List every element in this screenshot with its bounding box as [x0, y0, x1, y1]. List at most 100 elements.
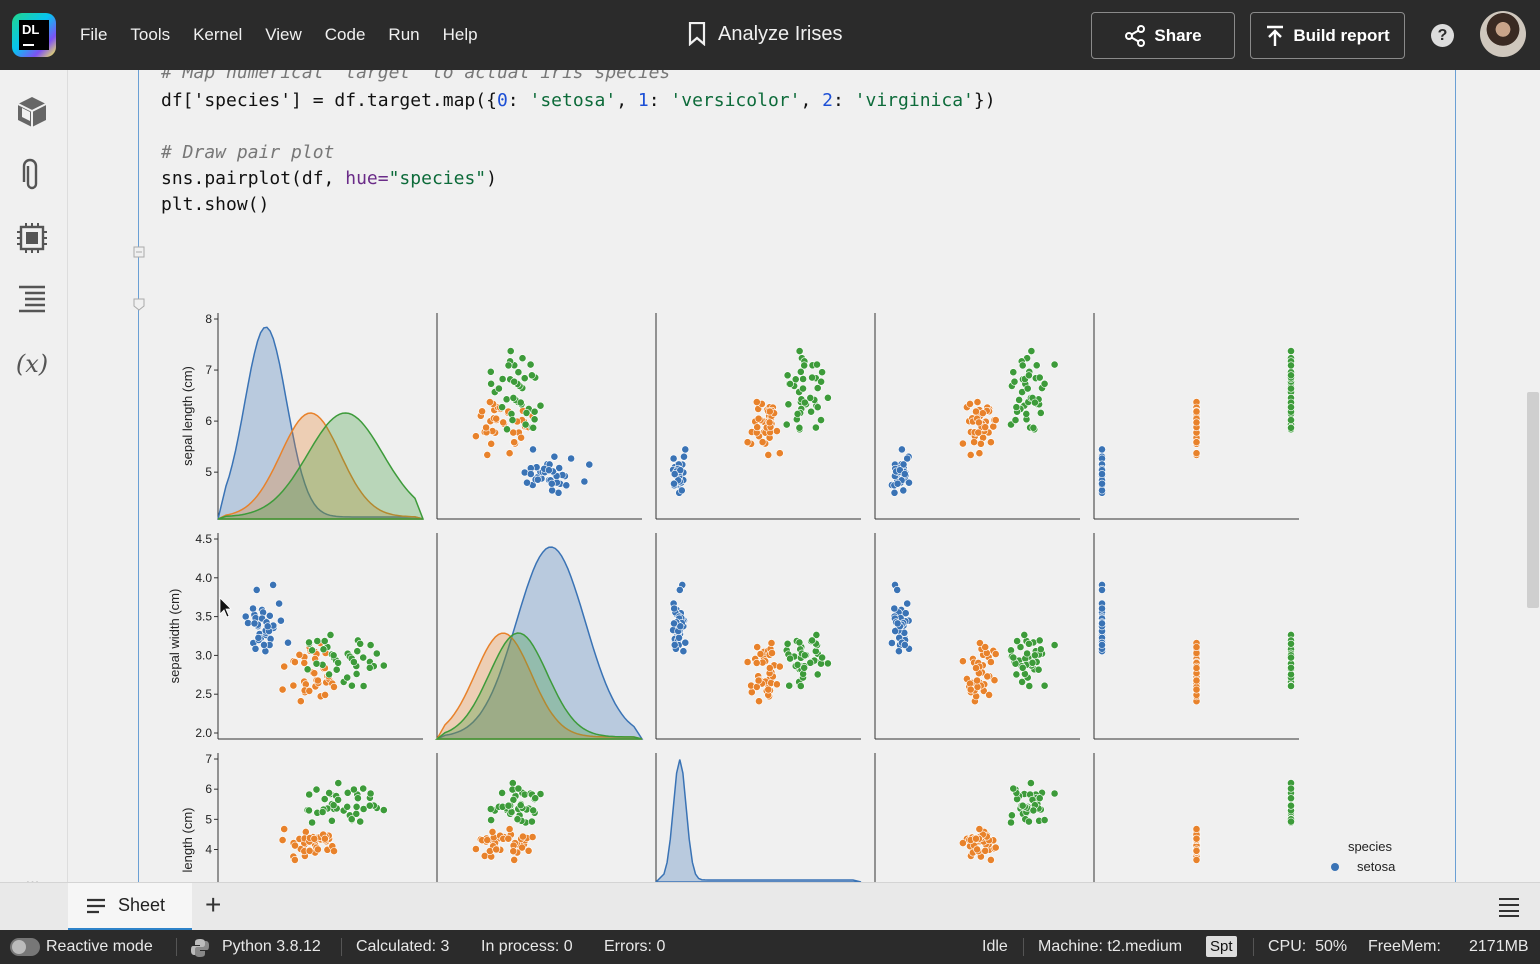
scatter-point	[959, 657, 967, 666]
scatter-point	[1287, 423, 1295, 432]
scatter-point	[1012, 670, 1021, 679]
scatter-point	[275, 599, 283, 608]
scatter-point	[973, 683, 982, 691]
share-button[interactable]: Share	[1091, 12, 1235, 59]
scatter-point	[893, 479, 902, 488]
attachment-icon[interactable]	[14, 158, 50, 194]
scatter-point	[359, 653, 368, 662]
scatter-point	[898, 445, 906, 454]
scatter-point	[990, 676, 999, 685]
scatter-point	[312, 785, 321, 794]
scatter-point	[244, 619, 252, 627]
scatter-point	[356, 817, 365, 826]
scatter-point	[502, 395, 511, 404]
scatter-point	[1287, 794, 1295, 803]
scatter-point	[966, 399, 974, 408]
tab-sheet[interactable]: Sheet	[68, 883, 192, 931]
scatter-point	[1035, 373, 1044, 382]
scatter-point	[1098, 479, 1106, 488]
scatter-point	[1098, 641, 1106, 649]
datalore-logo[interactable]: DL	[12, 13, 56, 57]
menu-code[interactable]: Code	[324, 25, 366, 44]
scatter-point	[544, 466, 553, 475]
scatter-point	[795, 638, 804, 647]
add-sheet-button[interactable]: +	[205, 889, 222, 920]
scatter-point	[800, 663, 809, 672]
python-icon	[191, 939, 209, 957]
cell-gutter-markers[interactable]	[131, 244, 147, 314]
package-icon[interactable]	[14, 94, 50, 130]
in-process-count: In process: 0	[481, 938, 573, 955]
scatter-point	[505, 825, 514, 833]
scatter-point	[813, 360, 821, 369]
scatter-point	[318, 808, 327, 816]
scatter-point	[487, 816, 495, 824]
scatter-point	[1028, 658, 1037, 667]
menu-file[interactable]: File	[80, 25, 108, 44]
scatter-point	[1287, 663, 1295, 672]
code-line-map[interactable]: df['species'] = df.target.map({0: 'setos…	[161, 90, 996, 111]
menu-kernel[interactable]: Kernel	[193, 25, 243, 44]
scatter-point	[1025, 639, 1033, 648]
scatter-point	[1287, 801, 1295, 810]
scatter-point	[1287, 361, 1295, 370]
menu-run[interactable]: Run	[388, 25, 420, 44]
scatter-point	[973, 845, 981, 854]
scatter-point	[562, 481, 571, 490]
code-line-pairplot-comment[interactable]: # Draw pair plot	[161, 142, 335, 163]
hamburger-icon[interactable]	[1498, 897, 1520, 917]
scatter-point	[1009, 653, 1018, 662]
scatter-point	[366, 641, 375, 649]
scatter-point	[677, 486, 686, 495]
code-line-map-comment[interactable]: # Map numerical 'target' to actual iris …	[161, 70, 671, 83]
code-line-pairplot[interactable]: sns.pairplot(df, hue="species")	[161, 168, 497, 189]
vertical-scrollbar[interactable]	[1527, 392, 1539, 608]
y-tick-label: 4	[205, 843, 212, 857]
menu-tools[interactable]: Tools	[130, 25, 171, 44]
y-tick-label: 4.0	[195, 571, 212, 585]
machine-type[interactable]: Machine: t2.medium	[1038, 938, 1183, 955]
kde-curve	[217, 326, 424, 520]
menu-view[interactable]: View	[265, 25, 302, 44]
user-avatar[interactable]	[1480, 11, 1526, 57]
help-icon[interactable]: ?	[1431, 24, 1454, 47]
scatter-point	[510, 856, 519, 864]
build-report-button[interactable]: Build report	[1250, 12, 1405, 59]
errors-count: Errors: 0	[604, 938, 666, 955]
scatter-point	[290, 658, 299, 666]
scatter-point	[509, 795, 518, 804]
notebook-title[interactable]: Analyze Irises	[688, 22, 843, 46]
scatter-point	[504, 801, 513, 810]
scatter-point	[1287, 384, 1295, 393]
scatter-point	[796, 682, 805, 690]
scatter-point	[530, 407, 539, 416]
scatter-point	[775, 662, 784, 671]
reactive-mode-toggle[interactable]	[10, 938, 40, 956]
scatter-point	[818, 653, 826, 662]
scatter-point	[681, 638, 690, 647]
scatter-point	[518, 832, 527, 841]
python-version[interactable]: Python 3.8.12	[222, 938, 321, 955]
scatter-point	[310, 834, 319, 843]
scatter-point	[800, 398, 809, 407]
scatter-point	[547, 479, 556, 488]
scatter-point	[504, 834, 513, 843]
scatter-point	[522, 408, 531, 417]
processor-icon[interactable]	[14, 220, 50, 256]
scatter-point	[806, 393, 815, 402]
scatter-point	[972, 664, 980, 672]
scatter-point	[321, 691, 329, 699]
scatter-point	[676, 622, 685, 631]
scatter-point	[676, 466, 685, 475]
scatter-point	[1192, 449, 1201, 458]
variables-icon[interactable]: (x)	[15, 350, 49, 378]
scatter-point	[353, 647, 362, 656]
scatter-point	[517, 433, 525, 442]
scatter-point	[1192, 407, 1201, 416]
scatter-point	[1287, 784, 1295, 793]
scatter-point	[492, 414, 501, 423]
code-line-show[interactable]: plt.show()	[161, 194, 270, 215]
scatter-point	[991, 843, 1000, 852]
outline-icon[interactable]	[14, 282, 50, 318]
menu-help[interactable]: Help	[442, 25, 478, 44]
